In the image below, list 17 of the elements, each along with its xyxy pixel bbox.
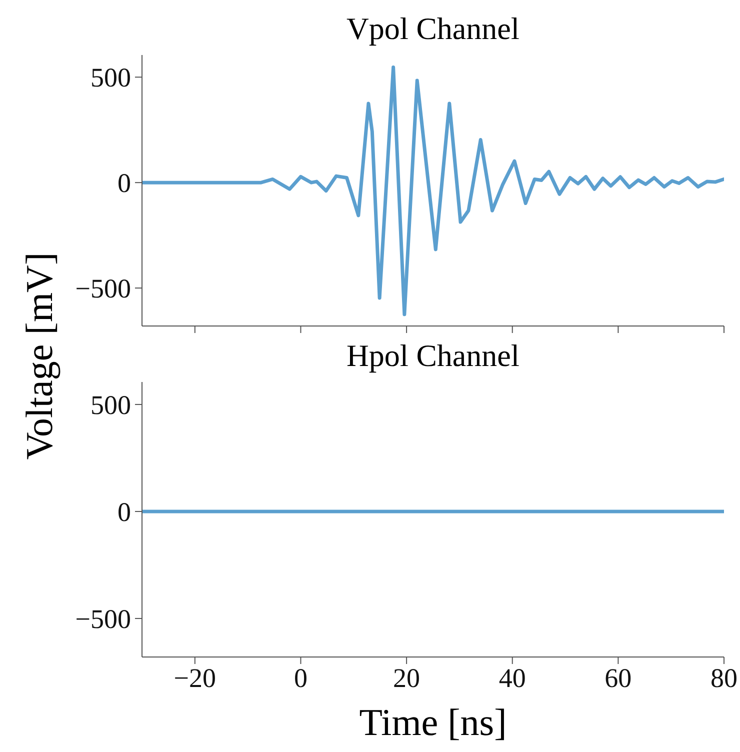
x-tick-label: 80 bbox=[710, 663, 738, 694]
x-tick-label: 60 bbox=[604, 663, 632, 694]
x-tick-label: 0 bbox=[294, 663, 308, 694]
x-tick-label: −20 bbox=[174, 663, 216, 694]
y-tick-label: 500 bbox=[90, 390, 131, 420]
y-tick-label: 500 bbox=[90, 62, 131, 93]
x-tick-label: 20 bbox=[393, 663, 420, 694]
y-tick-label: 0 bbox=[118, 168, 131, 198]
x-tick-label: 40 bbox=[498, 663, 526, 694]
chart-title: Hpol Channel bbox=[345, 337, 521, 375]
y-tick-label: −500 bbox=[75, 604, 131, 634]
y-tick-label: 0 bbox=[118, 497, 131, 528]
chart-title: Vpol Channel bbox=[345, 10, 521, 48]
x-axis-title: Time [ns] bbox=[358, 701, 508, 746]
line-series bbox=[142, 65, 724, 316]
y-tick-label: −500 bbox=[75, 274, 131, 304]
y-axis-title: Voltage [mV] bbox=[18, 252, 62, 460]
